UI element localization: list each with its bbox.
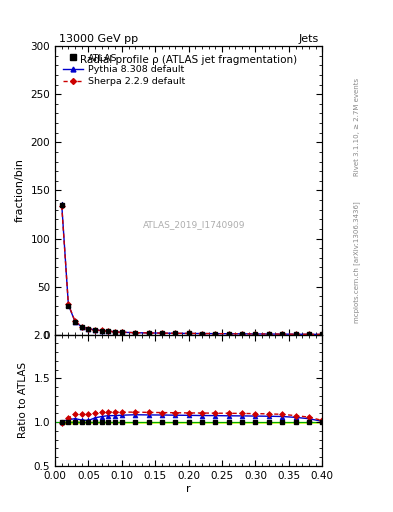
X-axis label: r: r [186,483,191,494]
Legend: ATLAS, Pythia 8.308 default, Sherpa 2.2.9 default: ATLAS, Pythia 8.308 default, Sherpa 2.2.… [60,51,188,89]
Y-axis label: fraction/bin: fraction/bin [15,158,25,222]
Text: Radial profile ρ (ATLAS jet fragmentation): Radial profile ρ (ATLAS jet fragmentatio… [80,55,297,65]
Text: Jets: Jets [298,33,318,44]
Text: 13000 GeV pp: 13000 GeV pp [59,33,138,44]
Y-axis label: Ratio to ATLAS: Ratio to ATLAS [18,362,28,438]
Text: ATLAS_2019_I1740909: ATLAS_2019_I1740909 [143,221,245,229]
Text: Rivet 3.1.10, ≥ 2.7M events: Rivet 3.1.10, ≥ 2.7M events [354,78,360,176]
Text: mcplots.cern.ch [arXiv:1306.3436]: mcplots.cern.ch [arXiv:1306.3436] [354,202,360,324]
